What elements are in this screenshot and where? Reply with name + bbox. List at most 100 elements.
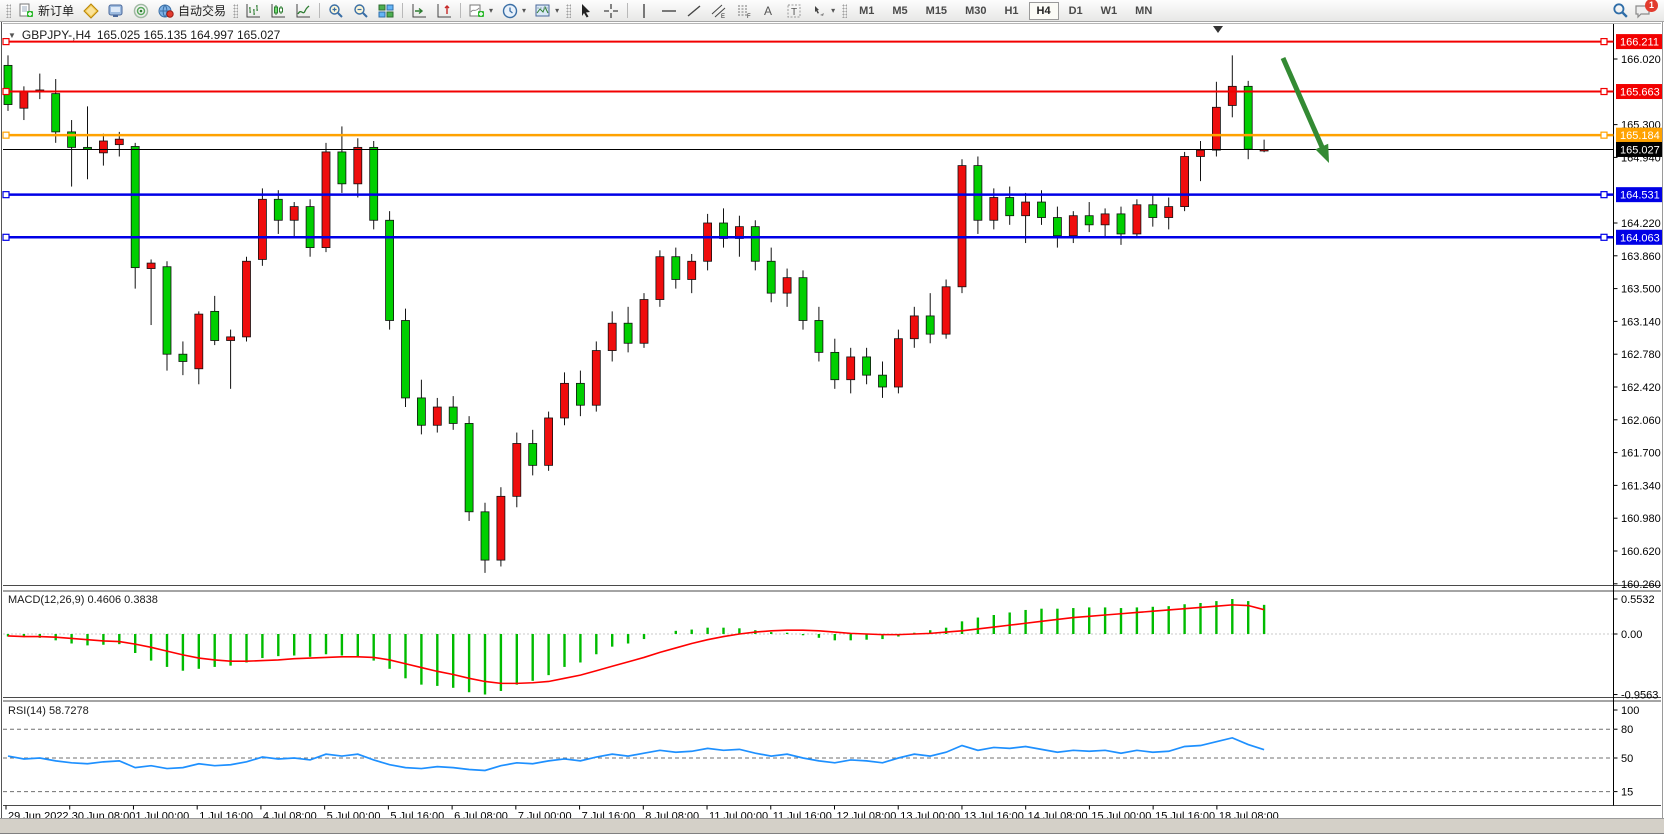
chart-shift-marker [1213,26,1223,33]
chart-title: ▼ GBPJPY-,H4 165.025 165.135 164.997 165… [8,28,280,42]
search-button[interactable] [1608,1,1633,21]
svg-text:161.700: 161.700 [1621,448,1661,460]
toolbar-grip[interactable] [842,3,848,18]
line-chart-mode-button[interactable] [291,1,315,21]
svg-text:160.980: 160.980 [1621,513,1661,525]
text-tool-button[interactable]: A [757,1,781,21]
svg-text:165.663: 165.663 [1620,87,1660,99]
price-chart[interactable]: 166.020165.300164.940164.220163.860163.5… [0,22,1664,833]
market-watch-button[interactable] [104,1,128,21]
crosshair-tool-button[interactable] [599,1,623,21]
trendline-icon [687,4,701,17]
text-icon: A [764,4,772,18]
vertical-line-icon [643,3,645,18]
candlestick-icon [271,3,286,17]
svg-text:161.340: 161.340 [1621,480,1661,492]
timeframe-button-W1[interactable]: W1 [1100,4,1118,17]
timeframe-button-D1[interactable]: D1 [1068,4,1083,17]
text-label-tool-button[interactable]: T [782,1,806,21]
chart-ohlc-label: 165.025 165.135 164.997 165.027 [96,28,281,42]
svg-text:80: 80 [1621,724,1633,736]
svg-text:50: 50 [1621,753,1633,765]
autotrading-icon [158,4,174,18]
svg-text:E: E [721,14,725,19]
macd-pane: 0.5532 0.00 -0.9563 [3,594,1658,702]
timeframe-button-M1[interactable]: M1 [859,4,875,17]
cursor-icon [582,3,591,17]
svg-text:T: T [791,7,797,18]
candlestick-mode-button[interactable] [266,1,290,21]
new-order-button[interactable]: 新订单 [14,1,78,21]
chart-shift-button[interactable] [432,1,456,21]
timeframe-button-H4[interactable]: H4 [1028,1,1059,20]
trendline-tool-button[interactable] [682,1,706,21]
svg-text:165.027: 165.027 [1620,144,1660,156]
toolbar-separator [460,3,462,18]
tile-windows-button[interactable] [374,1,398,21]
timeframe-button-H1[interactable]: H1 [1004,4,1019,17]
chart-shift-icon [437,3,452,17]
horizontal-line-icon [662,9,677,12]
templates-icon [535,4,550,16]
market-watch-icon [108,4,123,17]
svg-text:A: A [764,4,772,18]
toolbar-separator [319,3,321,18]
chevron-down-icon: ▾ [522,6,527,15]
svg-text:162.060: 162.060 [1621,415,1661,427]
svg-text:F: F [747,14,751,19]
candles-layer [3,55,1269,573]
svg-text:15: 15 [1621,787,1633,799]
auto-trading-button[interactable]: 自动交易 [154,1,230,21]
toolbar-grip[interactable] [566,3,572,18]
toolbar-separator [402,3,404,18]
zoom-in-button[interactable] [324,1,348,21]
templates-button[interactable]: ▾ [531,1,563,21]
new-order-icon [19,3,33,17]
svg-text:0.00: 0.00 [1621,629,1642,641]
window-bottom-strip [0,818,1664,833]
chevron-down-icon: ▾ [555,6,560,15]
timeframe-button-M15[interactable]: M15 [925,4,948,17]
tile-windows-icon [378,4,394,17]
chevron-down-icon[interactable]: ▼ [8,30,16,40]
toolbar-grip[interactable] [6,3,11,18]
channel-icon: E [711,4,726,19]
signal-button[interactable] [129,1,153,21]
svg-text:100: 100 [1621,705,1639,717]
arrows-tool-button[interactable]: ▾ [807,1,839,21]
main-toolbar: 新订单 自动交易 [0,0,1664,22]
fibonacci-tool-button[interactable]: F [732,1,756,21]
timeframe-button-M30[interactable]: M30 [965,4,987,17]
channel-tool-button[interactable]: E [707,1,731,21]
bar-chart-mode-button[interactable] [241,1,265,21]
timeframe-button-MN[interactable]: MN [1135,4,1153,17]
indicators-button[interactable]: ▾ [465,1,497,21]
line-chart-icon [296,3,311,17]
timeframe-switcher: M1 M5 M15 M30 H1 H4 D1 W1 MN [850,1,1161,20]
auto-scroll-button[interactable] [407,1,431,21]
cursor-tool-button[interactable] [574,1,598,21]
toolbar-grip[interactable] [233,3,239,18]
horizontal-line-tool-button[interactable] [657,1,681,21]
price-axis: 166.020165.300164.940164.220163.860163.5… [1613,34,1662,591]
chart-profile-button[interactable] [79,1,103,21]
zoom-out-button[interactable] [349,1,373,21]
vertical-line-tool-button[interactable] [632,1,656,21]
auto-trading-label: 自动交易 [178,4,227,18]
svg-text:160.620: 160.620 [1621,546,1661,558]
text-label-icon: T [787,4,801,18]
indicators-icon [469,4,485,17]
svg-text:160.260: 160.260 [1621,579,1661,591]
svg-text:163.860: 163.860 [1621,251,1661,263]
svg-text:-0.9563: -0.9563 [1621,690,1658,702]
chart-symbol-label: GBPJPY-,H4 [21,28,91,42]
svg-text:0.5532: 0.5532 [1621,594,1655,606]
svg-text:165.184: 165.184 [1620,130,1660,142]
chevron-down-icon: ▾ [489,6,494,15]
arrows-icon [815,5,825,16]
chart-diamond-icon [83,2,99,19]
notifications-button[interactable]: 1 [1634,0,1658,19]
timeframe-button-M5[interactable]: M5 [892,4,908,17]
periods-button[interactable]: ▾ [498,1,530,21]
crosshair-icon [604,3,619,18]
